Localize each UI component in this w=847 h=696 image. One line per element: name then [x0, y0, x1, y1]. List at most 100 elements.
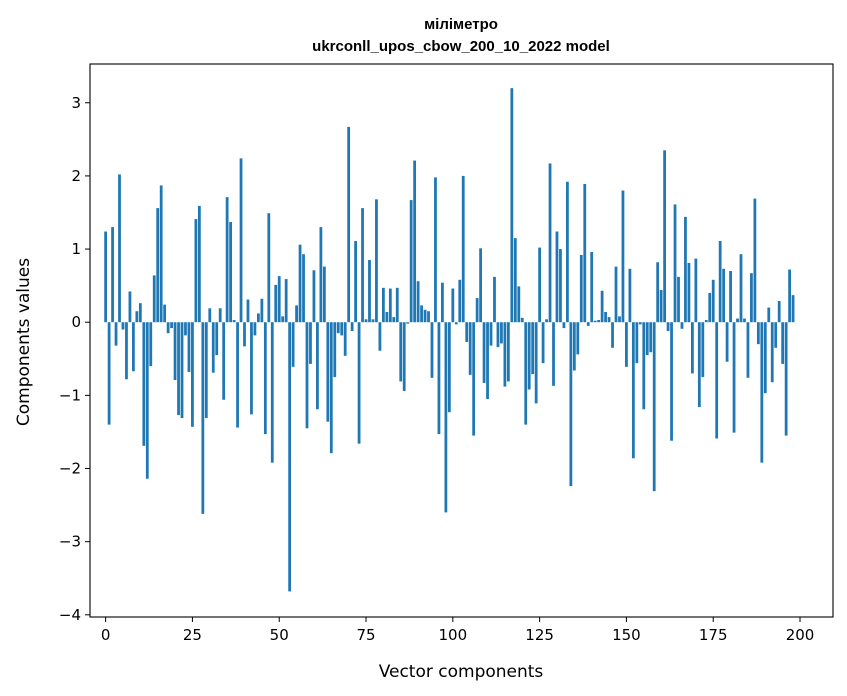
- bar: [197, 205, 201, 323]
- bar: [649, 322, 653, 353]
- bar: [750, 273, 753, 323]
- bar: [434, 177, 437, 323]
- bar: [302, 254, 305, 323]
- x-tick-label: 50: [270, 626, 289, 644]
- bar: [760, 322, 764, 463]
- bar: [368, 260, 371, 323]
- y-tick-label: −2: [59, 460, 81, 478]
- bar: [333, 322, 337, 378]
- y-tick-label: −4: [59, 606, 81, 624]
- y-tick-label: −3: [59, 533, 81, 551]
- x-tick-label: 150: [612, 626, 641, 644]
- bar: [215, 322, 219, 356]
- bar: [319, 227, 323, 323]
- bar: [482, 322, 486, 383]
- x-tick-label: 25: [183, 626, 202, 644]
- bar: [416, 281, 420, 323]
- bar: [534, 322, 538, 404]
- bar: [312, 270, 316, 323]
- bar: [430, 322, 434, 378]
- bar: [447, 322, 451, 413]
- bar: [170, 322, 173, 329]
- bar: [392, 317, 396, 323]
- bar: [173, 322, 177, 380]
- bar: [791, 295, 795, 323]
- bar: [593, 320, 597, 323]
- bar: [638, 322, 642, 325]
- x-axis-ticks: 0 25 50 75 100 125 150 175 200: [101, 617, 814, 644]
- bar: [222, 322, 226, 400]
- bar: [135, 311, 139, 323]
- bar: [163, 304, 167, 323]
- bar: [566, 181, 569, 323]
- x-tick-label: 0: [101, 626, 111, 644]
- bar: [284, 279, 288, 323]
- bar: [756, 322, 760, 345]
- bar: [708, 292, 712, 323]
- bar: [441, 282, 444, 323]
- bar: [138, 303, 142, 323]
- bar: [579, 254, 583, 323]
- bar: [788, 269, 791, 323]
- bar: [121, 322, 125, 330]
- bar: [541, 322, 545, 364]
- bar: [715, 322, 719, 439]
- bar: [444, 322, 448, 513]
- bar: [520, 317, 524, 323]
- bar: [545, 319, 548, 323]
- bar: [472, 322, 476, 436]
- bar: [211, 322, 215, 373]
- y-tick-label: 0: [71, 313, 81, 331]
- bar: [291, 322, 295, 367]
- bar: [527, 322, 531, 390]
- bar: [409, 200, 413, 323]
- y-tick-label: 1: [71, 240, 81, 258]
- bar: [184, 322, 187, 336]
- bar: [347, 126, 351, 323]
- bar: [680, 322, 684, 329]
- bar: [621, 190, 625, 323]
- bar: [305, 322, 309, 429]
- chart-title-line2: ukrconll_upos_cbow_200_10_2022 model: [312, 38, 610, 55]
- bar: [506, 322, 510, 382]
- bar: [423, 309, 427, 323]
- bar: [309, 322, 312, 364]
- bar: [513, 238, 517, 323]
- x-tick-label: 100: [438, 626, 467, 644]
- bar: [156, 208, 160, 323]
- bar: [548, 163, 552, 323]
- bar: [743, 318, 746, 323]
- bar: [180, 322, 184, 419]
- bar: [159, 185, 163, 323]
- bar: [364, 319, 368, 323]
- bar: [475, 298, 479, 323]
- bar: [597, 320, 601, 323]
- bar: [336, 322, 340, 334]
- bar: [145, 322, 149, 479]
- bar: [652, 322, 656, 492]
- bar: [288, 322, 292, 592]
- bar: [357, 322, 361, 444]
- bar: [125, 322, 128, 380]
- bar: [239, 158, 243, 323]
- bar: [225, 197, 229, 323]
- bar: [722, 268, 726, 323]
- bar: [246, 299, 250, 323]
- bar: [132, 322, 135, 372]
- bar: [152, 275, 156, 323]
- bar: [729, 271, 732, 323]
- bar: [232, 320, 236, 323]
- bar: [538, 247, 542, 323]
- bar: [489, 322, 493, 346]
- bar: [784, 322, 788, 436]
- bar: [576, 322, 580, 355]
- bar: [350, 322, 354, 331]
- bar: [725, 322, 729, 362]
- bar: [531, 322, 535, 375]
- bar: [774, 322, 778, 348]
- x-tick-label: 75: [356, 626, 375, 644]
- bar: [704, 320, 708, 323]
- bar: [260, 298, 264, 323]
